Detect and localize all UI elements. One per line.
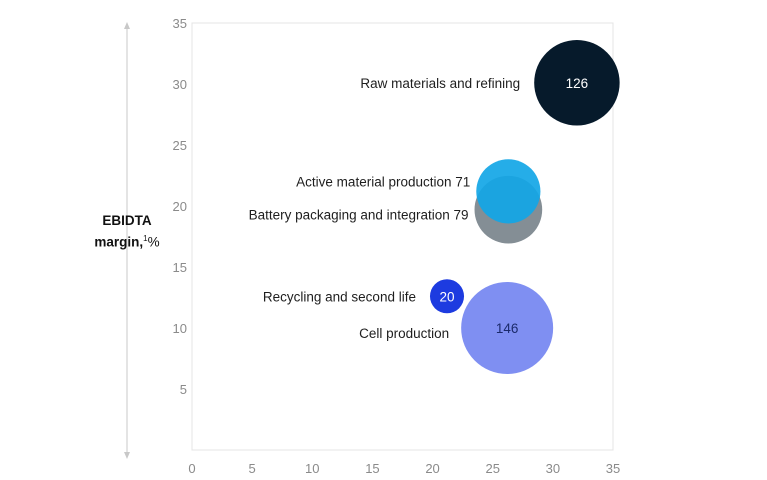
x-tick-label: 30 <box>546 461 560 476</box>
y-axis-label: EBIDTA margin,1% <box>82 212 172 252</box>
y-axis-label-line2: margin, <box>94 234 144 250</box>
y-tick-label: 30 <box>173 77 187 92</box>
y-tick-label: 20 <box>173 199 187 214</box>
x-tick-label: 25 <box>485 461 499 476</box>
x-tick-label: 20 <box>425 461 439 476</box>
x-tick-label: 10 <box>305 461 319 476</box>
bubble-category-label: Recycling and second life <box>263 289 416 304</box>
y-axis-arrow <box>124 22 130 459</box>
bubble-value-label: 126 <box>566 76 589 91</box>
y-tick-label: 5 <box>180 382 187 397</box>
y-axis-label-line1: EBIDTA <box>102 213 152 228</box>
bubble <box>534 40 620 126</box>
bubble-labels: 126 Raw materials and refining Battery pac… <box>249 76 589 341</box>
y-axis-label-footnote: 1 <box>143 234 148 243</box>
y-tick-label: 25 <box>173 138 187 153</box>
bubble-category-label: Raw materials and refining <box>360 76 520 91</box>
y-tick-labels: 5 10 15 20 25 30 35 <box>173 16 187 397</box>
y-arrow-head-up <box>124 22 130 29</box>
bubble-category-label: Battery packaging and integration 79 <box>249 208 469 223</box>
bubble <box>461 282 554 374</box>
bubble-value-label: 20 <box>439 289 454 304</box>
plot-border <box>191 22 614 451</box>
y-axis-label-unit: % <box>147 234 160 250</box>
x-tick-label: 0 <box>188 461 195 476</box>
bubble <box>476 159 541 224</box>
bubble-value-label: 146 <box>496 321 519 336</box>
y-tick-label: 35 <box>173 16 187 31</box>
x-tick-label: 5 <box>249 461 256 476</box>
y-arrow-head-down <box>124 452 130 459</box>
y-tick-label: 15 <box>173 260 187 275</box>
x-tick-labels: 0 5 10 15 20 25 30 35 <box>188 461 620 476</box>
bubble-category-label: Active material production 71 <box>296 174 470 189</box>
x-tick-label: 15 <box>365 461 379 476</box>
bubbles <box>429 40 620 374</box>
x-tick-label: 35 <box>606 461 620 476</box>
bubble-category-label: Cell production <box>359 326 449 341</box>
plot-frame <box>191 22 614 451</box>
y-tick-label: 10 <box>173 321 187 336</box>
bubble <box>429 279 465 314</box>
